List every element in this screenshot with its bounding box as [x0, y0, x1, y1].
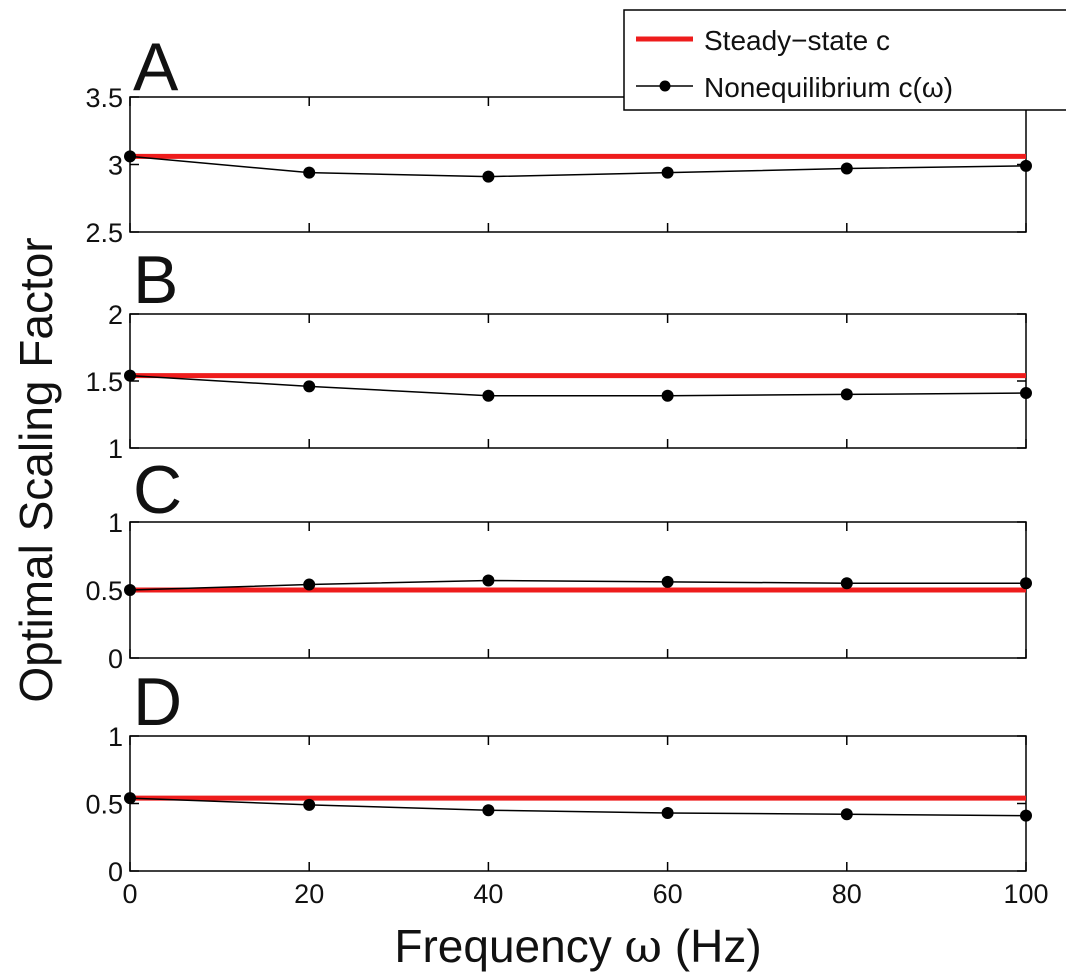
legend-steady-label: Steady−state c: [704, 25, 890, 56]
x-axis-label-unit: (Hz): [662, 920, 762, 972]
y-tick-label: 1.5: [85, 367, 123, 397]
x-tick-label: 80: [832, 879, 862, 909]
nonequilibrium-point: [1020, 577, 1032, 590]
nonequilibrium-point: [303, 380, 316, 393]
nonequilibrium-point: [124, 792, 136, 805]
x-axis-label-text: Frequency: [394, 920, 624, 972]
x-tick-label: 40: [473, 879, 503, 909]
nonequilibrium-point: [303, 578, 316, 591]
x-tick-label: 0: [122, 879, 137, 909]
nonequilibrium-point: [303, 166, 316, 179]
y-axis-label: Optimal Scaling Factor: [10, 237, 62, 702]
nonequilibrium-point: [1020, 809, 1032, 822]
y-tick-label: 2: [108, 300, 123, 330]
y-tick-label: 1: [108, 508, 123, 538]
x-tick-label: 20: [294, 879, 324, 909]
legend-noneq-label: Nonequilibrium c(ω): [704, 72, 953, 103]
x-tick-label: 60: [653, 879, 683, 909]
series-nonequilibrium-line: [129, 374, 1027, 397]
panel-label: A: [133, 29, 179, 105]
nonequilibrium-point: [482, 574, 495, 587]
panel-label: B: [133, 242, 178, 318]
x-tick-label: 100: [1003, 879, 1048, 909]
nonequilibrium-point: [482, 389, 495, 402]
nonequilibrium-point: [840, 808, 853, 821]
nonequilibrium-point: [661, 806, 674, 819]
series-nonequilibrium-line: [129, 579, 1026, 591]
axes-box: [129, 313, 1027, 449]
nonequilibrium-point: [124, 150, 136, 163]
nonequilibrium-point: [661, 166, 674, 179]
legend: Steady−state c Nonequilibrium c(ω): [623, 9, 1066, 111]
y-tick-label: 0.5: [85, 576, 123, 606]
panel-d: 1 0.5 0 D: [85, 664, 1032, 887]
legend-box: [623, 9, 1066, 111]
nonequilibrium-point: [482, 170, 495, 183]
y-tick-label: 1: [108, 434, 123, 464]
nonequilibrium-point: [1020, 159, 1032, 172]
nonequilibrium-point: [124, 584, 136, 596]
legend-noneq-marker: [659, 80, 671, 92]
y-tick-label: 0.5: [85, 790, 123, 820]
panel-b: 2 1.5 1 B: [85, 242, 1032, 464]
y-tick-label: 3: [108, 151, 123, 181]
panel-a: 3.5 3 2.5 A: [85, 29, 1032, 248]
axes-box: [129, 96, 1027, 233]
nonequilibrium-point: [124, 369, 136, 382]
nonequilibrium-point: [303, 798, 316, 811]
nonequilibrium-point: [482, 804, 495, 817]
y-tick-label: 3.5: [85, 83, 123, 113]
nonequilibrium-point: [840, 162, 853, 175]
panel-label: D: [133, 664, 182, 740]
series-nonequilibrium-line: [129, 155, 1027, 178]
panel-label: C: [133, 452, 182, 528]
y-tick-label: 0: [108, 644, 123, 674]
nonequilibrium-point: [840, 388, 853, 401]
nonequilibrium-point: [840, 577, 853, 590]
x-axis-label-symbol: ω: [624, 919, 662, 973]
nonequilibrium-point: [661, 389, 674, 402]
nonequilibrium-point: [661, 575, 674, 588]
series-nonequilibrium-line: [129, 797, 1027, 817]
y-tick-label: 2.5: [85, 218, 123, 248]
y-tick-label: 0: [108, 857, 123, 887]
x-axis-label: Frequency ω (Hz): [394, 919, 761, 973]
nonequilibrium-point: [1020, 387, 1032, 400]
panel-c: 1 0.5 0 C: [85, 452, 1032, 674]
y-tick-label: 1: [108, 722, 123, 752]
